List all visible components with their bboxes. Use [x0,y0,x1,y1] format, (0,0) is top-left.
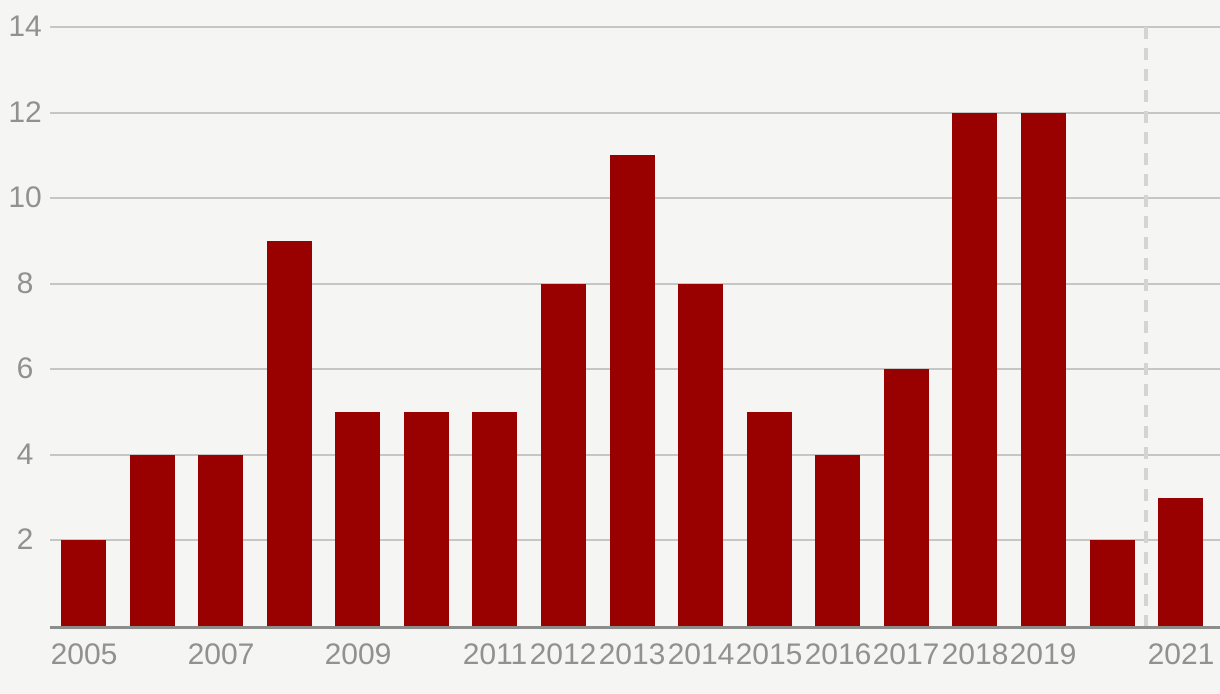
y-tick-label: 10 [8,181,42,214]
x-tick-label: 2011 [462,638,528,671]
gridline-y-14 [50,26,1220,28]
x-tick-label: 2015 [735,638,803,671]
bar-2005 [61,540,106,626]
bar-2015 [747,412,792,626]
bar-2014 [678,284,723,626]
bar-2008 [267,241,312,626]
x-tick-label: 2005 [50,638,118,671]
bar-2013 [610,155,655,626]
y-tick-label: 6 [16,352,34,385]
x-tick-label: 2012 [529,638,597,671]
x-axis-line [50,626,1220,629]
y-tick-label: 8 [16,267,34,300]
x-tick-label: 2019 [1009,638,1077,671]
y-tick-label: 2 [16,523,34,556]
x-tick-label: 2009 [324,638,392,671]
gridline-y-12 [50,112,1220,114]
bar-2019 [1021,113,1066,626]
bar-2017 [884,369,929,626]
x-tick-label: 2017 [872,638,940,671]
forecast-divider-dashed-line [1144,27,1148,627]
bar-2020 [1090,540,1135,626]
bar-2009 [335,412,380,626]
x-tick-label: 2013 [598,638,666,671]
bar-2021 [1158,498,1203,626]
y-tick-label: 4 [16,438,34,471]
bar-2012 [541,284,586,626]
bar-2006 [130,455,175,626]
bar-2018 [952,113,997,626]
bar-2011 [472,412,517,626]
bar-2007 [198,455,243,626]
x-tick-label: 2018 [941,638,1009,671]
y-tick-label: 14 [8,10,42,43]
x-tick-label: 2021 [1147,638,1215,671]
x-tick-label: 2014 [667,638,735,671]
x-tick-label: 2007 [187,638,255,671]
bar-2010 [404,412,449,626]
bar-2016 [815,455,860,626]
x-tick-label: 2016 [804,638,872,671]
y-tick-label: 12 [8,96,42,129]
